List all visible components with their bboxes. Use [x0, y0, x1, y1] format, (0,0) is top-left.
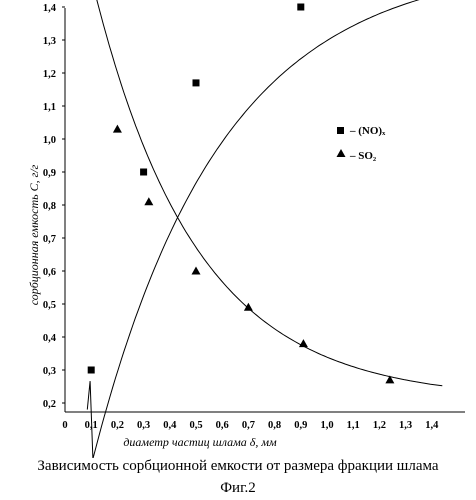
nox-point: [193, 79, 200, 86]
y-tick-label: 0,4: [43, 333, 57, 344]
legend-triangle-marker: [337, 149, 346, 157]
x-tick-label: 0,7: [242, 420, 255, 431]
figure-number: Фиг.2: [0, 480, 476, 497]
y-tick-labels: 0,20,30,40,50,60,70,80,91,01,11,21,31,41…: [43, 0, 65, 410]
x-tick-label: 1,0: [320, 420, 333, 431]
y-axis-title: сорбционная емкость C, г/г: [27, 164, 41, 305]
y-tick-label: 1,4: [43, 3, 57, 14]
legend-label-so2: – SO₂: [349, 150, 377, 162]
chart: 00,10,20,30,40,50,60,70,80,91,01,11,21,3…: [0, 0, 476, 458]
x-tick-label: 1,4: [425, 420, 439, 431]
nox-point: [88, 367, 95, 374]
legend-square-marker: [337, 127, 344, 134]
x-tick-label: 0,2: [111, 420, 124, 431]
figure-caption: Зависимость сорбционной емкости от разме…: [0, 458, 476, 475]
x-tick-label: 1,2: [373, 420, 386, 431]
y-tick-label: 0,8: [43, 201, 56, 212]
nox-point: [297, 4, 304, 11]
y-tick-label: 1,2: [43, 69, 56, 80]
x-tick-labels: 00,10,20,30,40,50,60,70,80,91,01,11,21,3…: [62, 420, 439, 431]
x-axis-title: диаметр частиц шлама δ, мм: [123, 435, 277, 449]
y-tick-label: 0,2: [43, 399, 56, 410]
y-tick-label: 1,1: [43, 102, 56, 113]
y-tick-label: 0,3: [43, 366, 56, 377]
y-tick-label: 1,0: [43, 135, 56, 146]
series-curves: [87, 0, 442, 458]
y-tick-label: 1,3: [43, 36, 56, 47]
y-tick-label: 0,6: [43, 267, 56, 278]
so2-point: [113, 125, 122, 133]
legend-label-nox: – (NO)ₓ: [349, 125, 386, 137]
x-tick-label: 0,9: [294, 420, 307, 431]
so2-point: [192, 267, 201, 275]
so2-point: [244, 303, 253, 311]
x-tick-label: 1,1: [347, 420, 360, 431]
y-tick-label: 0,9: [43, 168, 56, 179]
legend: – (NO)ₓ – SO₂: [337, 125, 387, 162]
so2-point: [144, 197, 153, 205]
x-tick-label: 1,3: [399, 420, 412, 431]
series-curve: [89, 0, 443, 386]
so2-point: [299, 339, 308, 347]
x-tick-label: 0: [62, 420, 67, 431]
x-tick-label: 0,3: [137, 420, 150, 431]
x-tick-label: 0,8: [268, 420, 281, 431]
y-tick-label: 0,7: [43, 234, 56, 245]
y-tick-label: 0,5: [43, 300, 56, 311]
x-tick-label: 0,4: [163, 420, 177, 431]
x-tick-label: 0,5: [189, 420, 202, 431]
nox-point: [140, 169, 147, 176]
so2-point: [385, 375, 394, 383]
series-curve: [87, 0, 426, 458]
x-tick-label: 0,6: [216, 420, 229, 431]
